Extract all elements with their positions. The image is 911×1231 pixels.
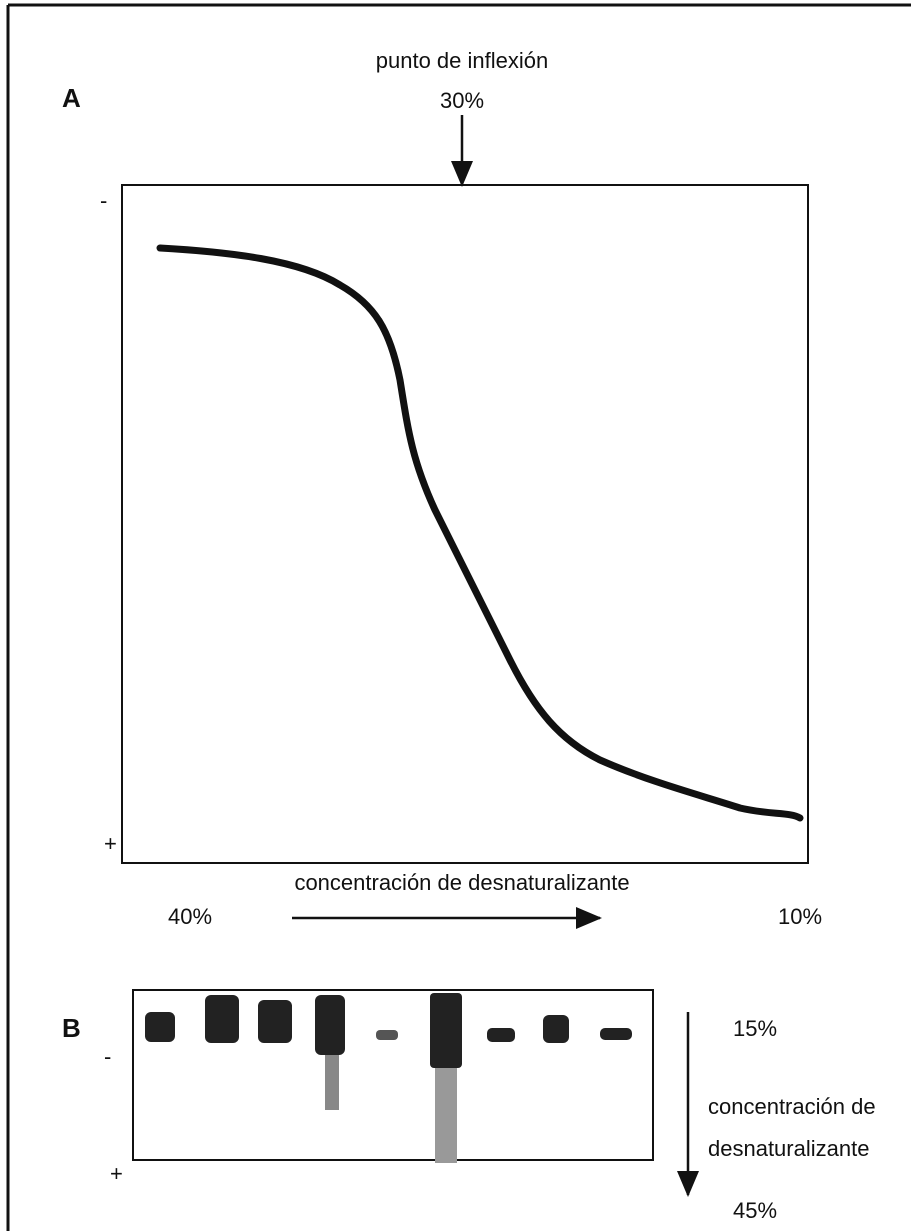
gel-bands (145, 993, 632, 1163)
axis-label: desnaturalizante (708, 1136, 869, 1161)
annotation: punto de inflexión (376, 48, 548, 73)
left-value: 40% (168, 904, 212, 929)
gel-frame (132, 989, 654, 1161)
panel-label: A (62, 83, 81, 113)
plot-frame (121, 184, 809, 864)
pole-label: + (104, 831, 117, 856)
pole-label: + (110, 1161, 123, 1186)
axis-label: concentración de (708, 1094, 876, 1119)
top-value: 15% (733, 1016, 777, 1041)
axis-label: concentración de desnaturalizante (294, 870, 629, 895)
bottom-value: 45% (733, 1198, 777, 1223)
panel-label: B (62, 1013, 81, 1043)
melting-curve (156, 244, 804, 822)
inflection-value: 30% (440, 88, 484, 113)
pole-label: - (104, 1044, 111, 1069)
pole-label: - (100, 188, 107, 213)
right-value: 10% (778, 904, 822, 929)
